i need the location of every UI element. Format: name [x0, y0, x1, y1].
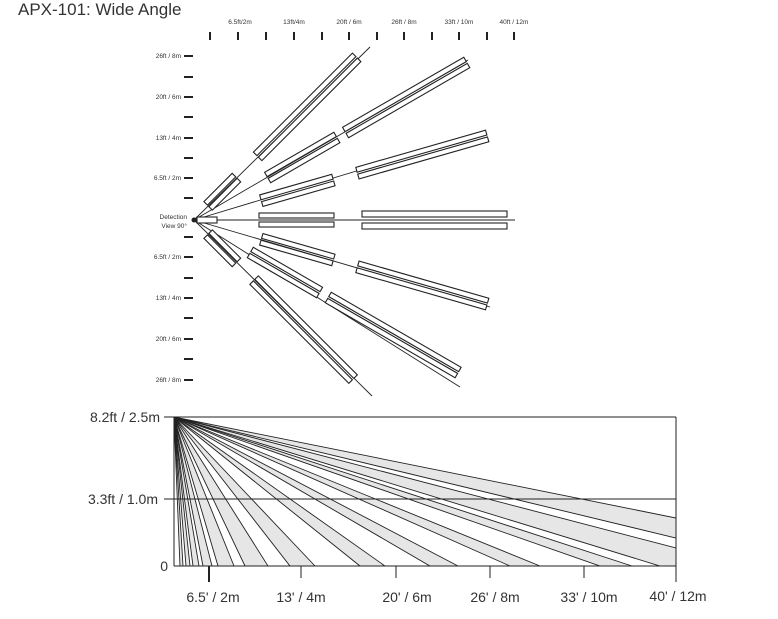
zone-group-lower-mid — [246, 246, 462, 379]
top-tick-label: 40ft / 12m — [500, 19, 529, 26]
side-x-label: 20' / 6m — [382, 589, 431, 605]
top-tick-label: 26ft / 8m — [391, 19, 416, 26]
left-tick-label: 20ft / 6m — [156, 94, 181, 101]
top-tick-label: 13ft/4m — [283, 19, 305, 26]
top-tick-marks — [209, 32, 515, 40]
top-tick-label: 33ft / 10m — [445, 19, 474, 26]
top-view — [184, 32, 515, 397]
detection-zones — [196, 52, 508, 385]
origin-label-detection: Detection — [160, 214, 188, 221]
side-x-label: 33' / 10m — [560, 589, 617, 605]
left-tick-label: 6.5ft / 2m — [154, 254, 181, 261]
zone-group-upper-shallow — [258, 129, 490, 208]
side-y-label-mid: 3.3ft / 1.0m — [88, 491, 158, 507]
left-tick-marks — [184, 55, 193, 381]
page-title: APX-101: Wide Angle — [18, 0, 182, 19]
top-tick-label: 6.5ft/2m — [228, 19, 251, 26]
left-tick-labels: 26ft / 8m 20ft / 6m 13ft / 4m 6.5ft / 2m… — [154, 53, 188, 384]
zone-group-lower-steep — [203, 229, 359, 385]
side-x-label: 26' / 8m — [470, 589, 519, 605]
left-tick-label: 13ft / 4m — [156, 295, 181, 302]
side-frame — [164, 416, 677, 567]
top-tick-labels: 6.5ft/2m 13ft/4m 20ft / 6m 26ft / 8m 33f… — [228, 19, 528, 26]
zone-group-upper-steep — [203, 52, 362, 211]
left-tick-label: 6.5ft / 2m — [154, 175, 181, 182]
side-beams — [173, 416, 677, 567]
zone-group-center — [196, 210, 508, 230]
side-x-label: 40' / 12m — [649, 588, 706, 604]
top-tick-label: 20ft / 6m — [336, 19, 361, 26]
left-tick-label: 13ft / 4m — [156, 135, 181, 142]
left-tick-label: 26ft / 8m — [156, 377, 181, 384]
zone-group-upper-mid — [263, 56, 471, 184]
side-view: 8.2ft / 2.5m 3.3ft / 1.0m 0 6.5' / 2m 13… — [88, 409, 707, 605]
beam-lines — [193, 46, 515, 397]
origin-label-view: View 90° — [161, 222, 187, 230]
side-x-label: 6.5' / 2m — [186, 589, 239, 605]
left-tick-label: 26ft / 8m — [156, 53, 181, 60]
side-x-ticks — [208, 566, 677, 582]
side-x-label: 13' / 4m — [276, 589, 325, 605]
zone-group-lower-shallow — [258, 232, 490, 311]
side-y-label-zero: 0 — [160, 558, 168, 574]
side-y-label-top: 8.2ft / 2.5m — [90, 409, 160, 425]
left-tick-label: 20ft / 6m — [156, 336, 181, 343]
sensor-origin-dot — [191, 217, 197, 223]
